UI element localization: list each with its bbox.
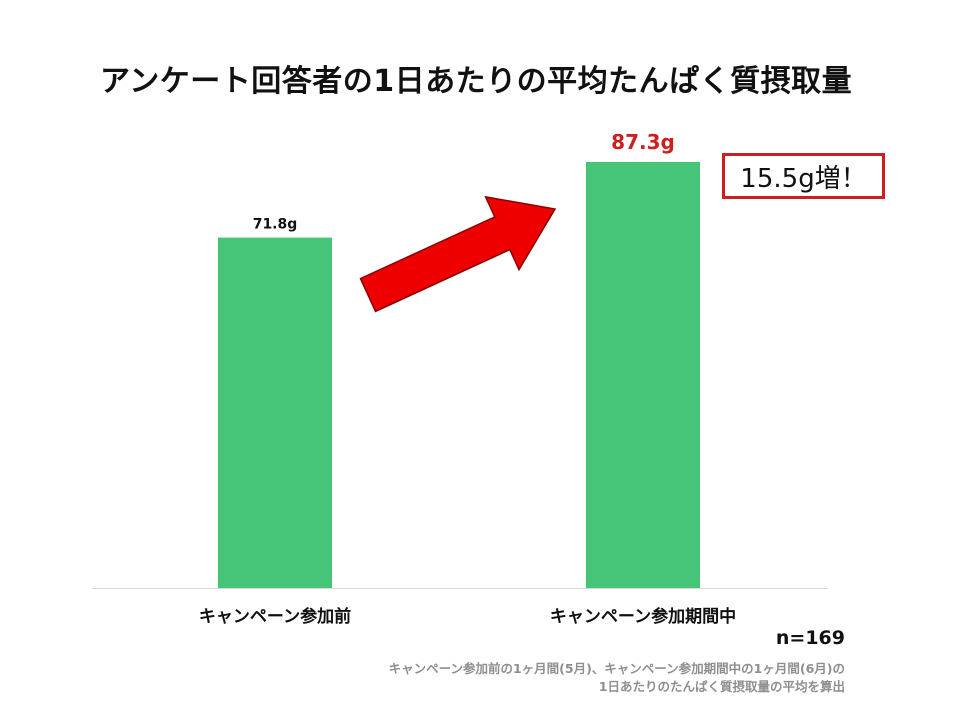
chart-title: アンケート回答者の1日あたりの平均たんぱく質摂取量: [100, 64, 853, 99]
bar: [218, 237, 332, 588]
data-label: 71.8g: [253, 217, 298, 233]
category-label: キャンペーン参加期間中: [550, 606, 736, 627]
footnote: キャンペーン参加前の1ヶ月間(5月)、キャンペーン参加期間中の1ヶ月間(6月)の…: [389, 660, 845, 696]
category-label: キャンペーン参加前: [199, 606, 351, 627]
increase-arrow: [359, 195, 557, 313]
footnote-line: 1日あたりのたんぱく質摂取量の平均を算出: [598, 679, 845, 694]
increase-callout: 15.5g増！: [722, 153, 885, 199]
footnote-line: キャンペーン参加前の1ヶ月間(5月)、キャンペーン参加期間中の1ヶ月間(6月)の: [388, 661, 845, 676]
data-label: 87.3g: [611, 130, 675, 154]
sample-size: n=169: [775, 627, 845, 649]
bar: [586, 161, 700, 588]
